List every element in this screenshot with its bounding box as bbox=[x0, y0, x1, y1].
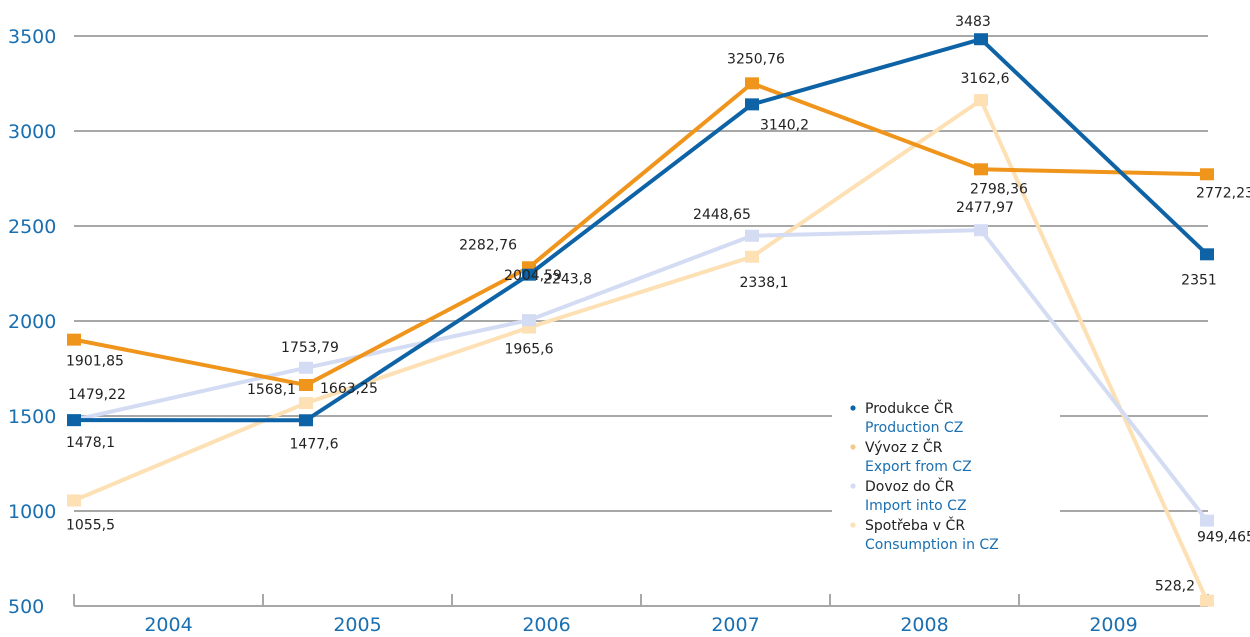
legend-background bbox=[832, 397, 1060, 549]
data-label: 2243,8 bbox=[543, 272, 592, 288]
data-label: 1477,6 bbox=[290, 436, 339, 452]
data-point-marker bbox=[299, 378, 313, 391]
y-tick-label: 1000 bbox=[8, 501, 56, 523]
x-tick-label: 2006 bbox=[522, 614, 570, 636]
data-label: 1663,25 bbox=[320, 381, 378, 397]
data-label: 1753,79 bbox=[281, 340, 339, 356]
legend-dot bbox=[850, 405, 856, 411]
series-group bbox=[67, 33, 1214, 607]
legend-dot bbox=[850, 444, 856, 450]
y-tick-label: 2000 bbox=[8, 311, 56, 333]
data-label: 2477,97 bbox=[956, 200, 1014, 216]
x-axis-ticks: 2004 2005 2006 2007 2008 2009 bbox=[144, 614, 1137, 636]
x-tick-label: 2005 bbox=[333, 614, 381, 636]
x-tick-label: 2009 bbox=[1089, 614, 1137, 636]
data-label: 949,465 bbox=[1197, 530, 1250, 546]
series-line bbox=[73, 37, 1209, 423]
data-point-marker bbox=[522, 268, 536, 281]
data-label: 1055,5 bbox=[66, 517, 115, 533]
data-label: 2004,59 bbox=[504, 268, 562, 284]
data-point-marker bbox=[1200, 168, 1214, 181]
data-point-marker bbox=[974, 33, 988, 46]
data-point-marker bbox=[1200, 248, 1214, 261]
x-axis bbox=[73, 594, 1209, 607]
data-label: 2351 bbox=[1181, 272, 1217, 288]
legend-label-en: Export from CZ bbox=[865, 459, 972, 475]
series-line bbox=[73, 81, 1208, 387]
x-tick-label: 2008 bbox=[900, 614, 948, 636]
legend-label-cz: Vývoz z ČR bbox=[865, 438, 943, 456]
y-tick-label: 3500 bbox=[8, 26, 56, 48]
data-point-marker bbox=[67, 333, 81, 346]
data-label: 1478,1 bbox=[66, 435, 115, 451]
data-label: 528,2 bbox=[1155, 579, 1195, 595]
y-tick-label: 1500 bbox=[8, 406, 56, 428]
legend-label-cz: Dovoz do ČR bbox=[865, 477, 955, 495]
data-point-marker bbox=[745, 250, 759, 263]
data-labels: 1055,5 1568,1 1965,6 2338,1 3162,6 528,2 1479,… bbox=[66, 14, 1250, 594]
data-point-marker bbox=[745, 77, 759, 90]
data-label: 2282,76 bbox=[459, 237, 517, 253]
data-label: 1901,85 bbox=[66, 354, 124, 370]
data-label: 3483 bbox=[955, 14, 991, 30]
legend-label-cz: Spotřeba v ČR bbox=[865, 516, 965, 534]
data-point-marker bbox=[299, 397, 313, 410]
y-tick-label: 2500 bbox=[8, 216, 56, 238]
data-label: 2772,23 bbox=[1196, 185, 1250, 201]
data-point-marker bbox=[745, 98, 759, 111]
data-label: 3250,76 bbox=[727, 51, 785, 67]
x-tick-label: 2007 bbox=[711, 614, 759, 636]
legend-label-en: Consumption in CZ bbox=[865, 537, 999, 553]
legend-label-cz: Produkce ČR bbox=[865, 399, 954, 417]
data-label: 2448,65 bbox=[693, 207, 751, 223]
data-label: 3162,6 bbox=[961, 71, 1010, 87]
data-point-marker bbox=[67, 414, 81, 427]
data-label: 1965,6 bbox=[505, 342, 554, 358]
data-point-marker bbox=[974, 163, 988, 176]
data-label: 1479,22 bbox=[68, 387, 126, 403]
data-point-marker bbox=[1200, 514, 1214, 527]
legend-label-en: Production CZ bbox=[865, 420, 963, 436]
data-point-marker bbox=[745, 229, 759, 242]
x-tick-label: 2004 bbox=[144, 614, 192, 636]
data-point-marker bbox=[974, 224, 988, 237]
y-tick-label: 3000 bbox=[8, 121, 56, 143]
y-tick-label: 500 bbox=[8, 596, 44, 618]
data-point-marker bbox=[299, 414, 313, 427]
legend-dot bbox=[850, 483, 856, 489]
data-point-marker bbox=[299, 361, 313, 374]
data-point-marker bbox=[522, 314, 536, 327]
data-label: 1568,1 bbox=[247, 382, 296, 398]
data-point-marker bbox=[1200, 594, 1214, 607]
data-point-marker bbox=[974, 94, 988, 107]
data-label: 2338,1 bbox=[740, 275, 789, 291]
y-axis-ticks: 500 1000 1500 2000 2500 3000 3500 bbox=[8, 26, 56, 618]
data-label: 3140,2 bbox=[760, 117, 809, 133]
legend-dot bbox=[850, 522, 856, 528]
legend-label-en: Import into CZ bbox=[865, 498, 967, 514]
data-label: 2798,36 bbox=[970, 181, 1028, 197]
legend: Produkce ČR Production CZ Vývoz z ČR Export… bbox=[832, 397, 1060, 553]
data-point-marker bbox=[67, 494, 81, 507]
